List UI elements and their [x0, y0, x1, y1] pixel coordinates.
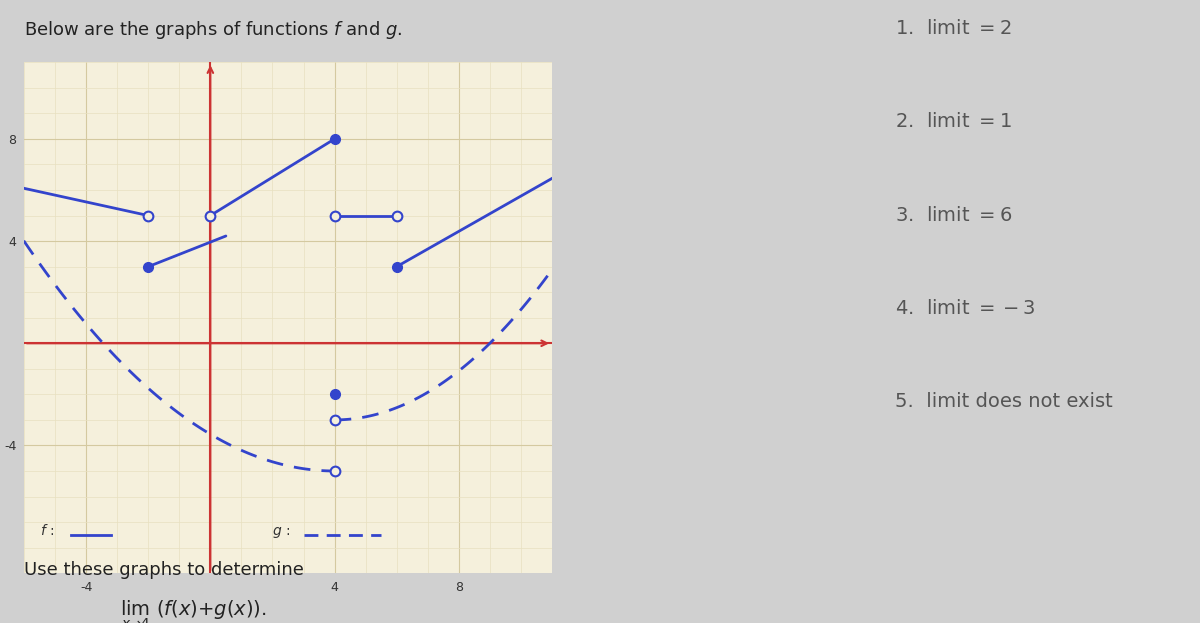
Text: Use these graphs to determine: Use these graphs to determine: [24, 561, 304, 579]
Text: 2.  limit $= 1$: 2. limit $= 1$: [895, 112, 1012, 131]
Text: Below are the graphs of functions $f$ and $g$.: Below are the graphs of functions $f$ an…: [24, 19, 403, 40]
Text: 1.  limit $= 2$: 1. limit $= 2$: [895, 19, 1012, 37]
Text: $f$ :: $f$ :: [40, 523, 54, 538]
Text: $g$ :: $g$ :: [272, 525, 290, 540]
Text: 5.  limit does not exist: 5. limit does not exist: [895, 392, 1112, 411]
Text: 3.  limit $= 6$: 3. limit $= 6$: [895, 206, 1012, 224]
Text: 4.  limit $= -3$: 4. limit $= -3$: [895, 299, 1036, 318]
Text: $\lim_{x \to 4}\ (f(x) + g(x)).$: $\lim_{x \to 4}\ (f(x) + g(x)).$: [120, 598, 266, 623]
